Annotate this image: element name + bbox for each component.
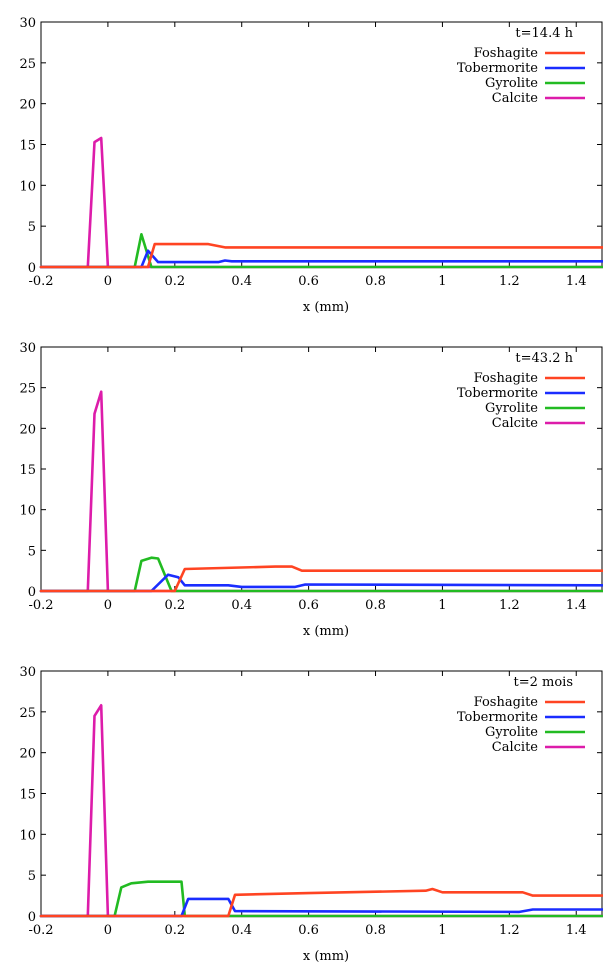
series-line-foshagite [39, 887, 603, 918]
y-tick-label: 25 [19, 706, 36, 721]
legend-label-foshagite: Foshagite [474, 46, 539, 61]
y-tick-label: 20 [19, 422, 36, 437]
y-tick-label: 10 [19, 504, 36, 519]
x-tick-label: 0.2 [164, 274, 185, 289]
series-line-foshagite [39, 565, 603, 593]
x-tick-label: 0.2 [164, 598, 185, 613]
y-tick-label: 30 [19, 341, 36, 356]
y-tick-label: 20 [19, 98, 36, 113]
x-tick-label: -0.2 [28, 274, 53, 289]
series-line-tobermorite [39, 249, 603, 269]
y-tick-label: 0 [28, 585, 36, 600]
y-tick-label: 15 [19, 788, 36, 803]
x-tick-label: 1 [438, 598, 446, 613]
y-tick-label: 25 [19, 57, 36, 72]
legend-label-foshagite: Foshagite [474, 695, 539, 710]
panel-title: t=43.2 h [515, 351, 573, 366]
legend-label-tobermorite: Tobermorite [457, 710, 538, 725]
x-tick-label: 0.4 [231, 274, 252, 289]
x-tick-label: 0.8 [365, 598, 386, 613]
series-line-tobermorite [39, 573, 603, 593]
x-tick-label: 1.2 [499, 598, 520, 613]
x-tick-label: 0.2 [164, 923, 185, 938]
x-tick-label: 1 [438, 274, 446, 289]
x-tick-label: 1 [438, 923, 446, 938]
x-tick-label: 1.4 [566, 598, 587, 613]
y-tick-label: 15 [19, 139, 36, 154]
legend-label-gyrolite: Gyrolite [485, 725, 538, 740]
x-tick-label: 0.6 [298, 274, 319, 289]
panel-title: t=2 mois [513, 675, 573, 690]
x-tick-label: 1.4 [566, 274, 587, 289]
y-tick-label: 10 [19, 828, 36, 843]
x-tick-label: 1.2 [499, 274, 520, 289]
series-line-tobermorite [39, 897, 603, 918]
y-tick-label: 15 [19, 463, 36, 478]
x-axis-label: x (mm) [303, 300, 349, 315]
y-tick-label: 30 [19, 16, 36, 31]
x-tick-label: -0.2 [28, 598, 53, 613]
x-tick-label: 0.6 [298, 923, 319, 938]
y-tick-label: 0 [28, 261, 36, 276]
legend-label-calcite: Calcite [492, 416, 539, 431]
x-tick-label: 0.4 [231, 923, 252, 938]
y-tick-label: 0 [28, 910, 36, 925]
x-tick-label: 0.4 [231, 598, 252, 613]
y-tick-label: 5 [28, 869, 36, 884]
y-tick-label: 5 [28, 220, 36, 235]
x-tick-label: 1.2 [499, 923, 520, 938]
legend-label-calcite: Calcite [492, 740, 539, 755]
x-tick-label: -0.2 [28, 923, 53, 938]
y-tick-label: 10 [19, 179, 36, 194]
x-tick-label: 0.8 [365, 923, 386, 938]
x-tick-label: 0 [104, 598, 112, 613]
y-tick-label: 25 [19, 382, 36, 397]
legend-label-tobermorite: Tobermorite [457, 61, 538, 76]
series-line-foshagite [39, 242, 603, 269]
x-axis-label: x (mm) [303, 624, 349, 639]
x-tick-label: 0.8 [365, 274, 386, 289]
x-tick-label: 0 [104, 274, 112, 289]
x-axis-label: x (mm) [303, 949, 349, 964]
y-tick-label: 20 [19, 747, 36, 762]
panel-title: t=14.4 h [515, 26, 573, 41]
x-tick-label: 0 [104, 923, 112, 938]
legend-label-gyrolite: Gyrolite [485, 76, 538, 91]
y-tick-label: 5 [28, 544, 36, 559]
x-tick-label: 1.4 [566, 923, 587, 938]
legend-label-foshagite: Foshagite [474, 371, 539, 386]
legend-label-calcite: Calcite [492, 91, 539, 106]
legend-label-tobermorite: Tobermorite [457, 386, 538, 401]
legend-label-gyrolite: Gyrolite [485, 401, 538, 416]
x-tick-label: 0.6 [298, 598, 319, 613]
y-tick-label: 30 [19, 665, 36, 680]
